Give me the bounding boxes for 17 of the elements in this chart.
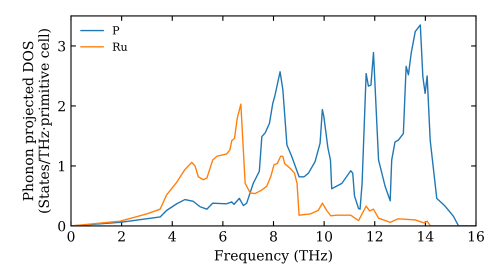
legend-label: Ru [112, 42, 128, 51]
y-tick-label: 1 [58, 160, 64, 172]
x-tick-label: 6 [219, 231, 226, 242]
y-tick-label: 2 [58, 100, 65, 112]
x-tick-label: 12 [368, 231, 382, 242]
x-tick-label: 4 [168, 231, 176, 242]
y-axis-title: Phonon projected DOS (States/THz·primitive cell) [22, 29, 52, 213]
x-tick-label: 14 [418, 231, 434, 242]
x-tick-label: 10 [316, 231, 332, 242]
x-tick-label: 2 [118, 231, 125, 242]
legend-label: P [112, 26, 120, 34]
x-tick-label: 16 [468, 231, 484, 242]
y-tick-label: 3 [58, 40, 66, 52]
x-tick-label: 0 [67, 231, 74, 242]
y-tick-label: 0 [58, 220, 66, 232]
x-axis-title: Frequency (THz) [214, 250, 332, 264]
x-tick-label: 8 [270, 231, 277, 242]
